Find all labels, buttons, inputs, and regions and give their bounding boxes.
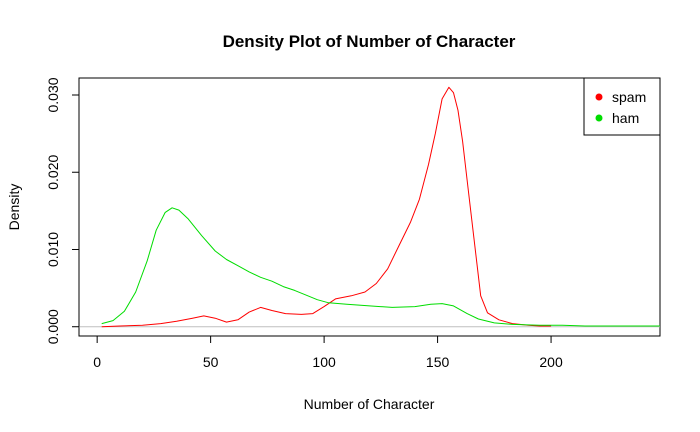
series-line-spam — [101, 86, 552, 328]
x-tick-label: 100 — [312, 354, 336, 370]
x-tick-label: 0 — [93, 354, 101, 370]
legend-label-spam: spam — [612, 89, 646, 105]
x-axis: 0 50 100 150 200 — [93, 335, 563, 370]
y-tick-label: 0.020 — [45, 155, 61, 190]
legend-label-ham: ham — [612, 110, 639, 126]
legend-box — [583, 77, 661, 136]
chart-title: Density Plot of Number of Character — [223, 32, 516, 51]
legend: spam ham — [583, 77, 661, 136]
plot-frame — [78, 77, 661, 337]
x-tick-label: 50 — [203, 354, 219, 370]
series-layer — [101, 86, 660, 328]
x-axis-label: Number of Character — [304, 396, 435, 412]
y-tick-label: 0.000 — [45, 309, 61, 344]
y-axis-label: Density — [6, 184, 22, 231]
y-tick-label: 0.010 — [45, 232, 61, 267]
legend-marker-spam — [595, 93, 603, 101]
y-tick-label: 0.030 — [45, 77, 61, 112]
x-tick-label: 200 — [539, 354, 563, 370]
series-line-ham — [101, 207, 660, 327]
x-tick-label: 150 — [426, 354, 450, 370]
legend-marker-ham — [595, 114, 603, 122]
y-axis: 0.000 0.010 0.020 0.030 — [45, 77, 80, 344]
